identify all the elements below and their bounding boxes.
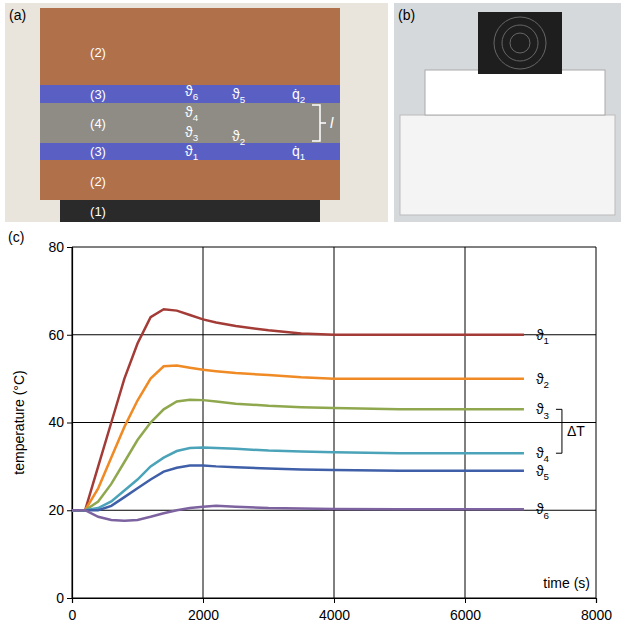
panel-a: (2) (3) (4) (3) (2) (1) ϑ6 ϑ5 ϑ4ϑ3 ϑ2 ϑ1 q̇2 q̇1 l (a) <box>5 3 388 222</box>
panel-label: (b) <box>398 7 415 23</box>
tick-mark <box>67 247 72 248</box>
heat-flux-label: q̇1 <box>292 143 305 162</box>
tick-label: 4000 <box>319 607 350 623</box>
fan-grille <box>502 25 538 61</box>
tick-label: 8000 <box>581 607 612 623</box>
series-line <box>72 365 524 510</box>
series-line <box>72 309 524 510</box>
layer <box>60 200 320 222</box>
tick: 40 <box>48 414 72 430</box>
tick-mark <box>67 510 72 511</box>
tick-mark <box>465 598 466 603</box>
series-label: ϑ4 <box>536 445 550 464</box>
layer-label: (3) <box>90 144 106 159</box>
layer <box>40 143 340 160</box>
tick: 8000 <box>581 598 612 623</box>
tick-label: 20 <box>48 502 64 518</box>
figure: (2)(3)(4)(3)(2)(1)ϑ6ϑ5ϑ4ϑ3ϑ2ϑ1q̇2q̇1l(a)… <box>0 0 626 633</box>
grid-line-y <box>72 247 596 248</box>
tick-mark <box>334 598 335 603</box>
tick-label: 0 <box>69 607 77 623</box>
layer-label: (3) <box>90 87 106 102</box>
tick: 0 <box>56 590 72 606</box>
axis-line <box>73 599 597 604</box>
fan-grille <box>510 33 530 53</box>
tick: 4000 <box>319 598 350 623</box>
series-line <box>72 448 524 511</box>
layer <box>40 103 340 143</box>
sensor-label: ϑ4 <box>185 104 199 123</box>
series-label: ϑ2 <box>536 371 549 390</box>
panel-c: (c) 0 2000 4000 6000 8000 0 20 40 60 80 temperature… <box>8 229 612 623</box>
series-line <box>72 506 524 521</box>
panel-b-background <box>394 3 621 222</box>
series-label: ϑ5 <box>536 463 550 482</box>
heat-flux-label: q̇2 <box>292 86 305 105</box>
panel-b: (b) <box>394 3 621 222</box>
thickness-bracket <box>312 105 326 141</box>
tick: 80 <box>48 239 72 255</box>
layer-label: (1) <box>90 204 106 219</box>
tick: 6000 <box>450 598 481 623</box>
tick: 2000 <box>188 598 219 623</box>
series-line <box>72 400 524 511</box>
layer <box>40 160 340 200</box>
panel-label: (c) <box>8 229 24 245</box>
y-axis-title: temperature (°C) <box>11 370 27 474</box>
tick-mark <box>67 335 72 336</box>
panel-a-background <box>5 3 388 222</box>
layer <box>40 8 340 88</box>
tick-label: 60 <box>48 327 64 343</box>
series-label: ϑ6 <box>536 501 550 520</box>
tick-mark <box>203 598 204 603</box>
fan-grille <box>494 17 546 69</box>
series-label: ϑ3 <box>536 401 550 420</box>
tick-label: 2000 <box>188 607 219 623</box>
tick-label: 40 <box>48 414 64 430</box>
sensor-label: ϑ2 <box>232 128 245 147</box>
panel-label: (a) <box>9 7 26 23</box>
sensor-label: ϑ3 <box>185 124 199 143</box>
layer-label: (4) <box>90 116 106 131</box>
tick-label: 6000 <box>450 607 481 623</box>
tick: 0 <box>69 598 77 623</box>
lines <box>72 309 524 520</box>
lid <box>425 70 605 115</box>
thickness-label: l <box>330 114 334 131</box>
x-axis-title: time (s) <box>543 575 590 591</box>
tick-label: 0 <box>56 590 64 606</box>
tick-mark <box>67 423 72 424</box>
foam-block <box>400 115 615 215</box>
series-label: ϑ1 <box>536 327 549 346</box>
layer-label: (2) <box>90 174 106 189</box>
series-line <box>72 465 524 510</box>
y-axis: 0 20 40 60 80 <box>48 239 72 606</box>
tick: 60 <box>48 327 72 343</box>
x-axis: 0 2000 4000 6000 8000 <box>69 598 613 623</box>
layer-label: (2) <box>90 45 106 60</box>
sensor-label: ϑ5 <box>232 86 246 105</box>
axis-line <box>67 248 73 599</box>
sensor-label: ϑ6 <box>185 83 199 102</box>
tick-label: 80 <box>48 239 64 255</box>
tick-mark <box>596 598 597 603</box>
annotation-label: ΔT <box>567 423 585 439</box>
fan <box>478 12 562 74</box>
series-labels: ϑ1 ϑ2 ϑ3 ϑ4ϑ5 ϑ6 <box>536 327 550 521</box>
annotation-bracket <box>556 409 562 453</box>
grid <box>72 247 596 598</box>
tick-mark <box>67 598 72 599</box>
sensor-label: ϑ1 <box>185 143 198 162</box>
tick: 20 <box>48 502 72 518</box>
